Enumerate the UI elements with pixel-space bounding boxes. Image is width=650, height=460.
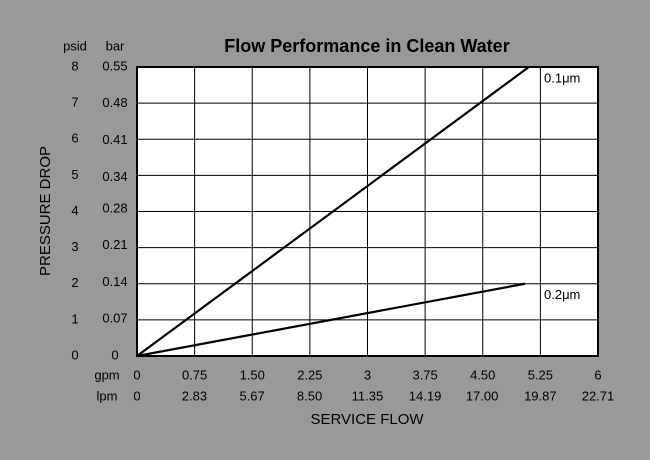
x2-tick-label: 0 [133, 388, 140, 403]
y2-tick-label: 0.34 [102, 169, 127, 184]
y-tick-label: 6 [71, 131, 78, 146]
y2-tick-label: 0.41 [102, 132, 127, 147]
x-tick-label: 4.50 [470, 367, 495, 382]
y2-tick-label: 0.28 [102, 200, 127, 215]
x2-tick-label: 14.19 [409, 388, 442, 403]
y-tick-label: 3 [71, 239, 78, 254]
x2-unit: lpm [97, 388, 118, 403]
chart-title: Flow Performance in Clean Water [224, 36, 509, 56]
y2-tick-label: 0.21 [102, 237, 127, 252]
plot-border [136, 66, 599, 357]
series-line [136, 66, 530, 357]
y2-tick-label: 0.48 [102, 95, 127, 110]
series-line [136, 282, 526, 358]
series-label: 0.2μm [544, 287, 580, 302]
series-label: 0.1μm [544, 70, 580, 85]
y2-unit: bar [106, 38, 125, 53]
y-tick-label: 1 [71, 311, 78, 326]
x-tick-label: 0.75 [182, 367, 207, 382]
x-tick-label: 5.25 [528, 367, 553, 382]
y-tick-label: 4 [71, 203, 78, 218]
x-tick-label: 3 [364, 367, 371, 382]
x-tick-label: 3.75 [412, 367, 437, 382]
y-tick-label: 7 [71, 95, 78, 110]
y2-tick-label: 0.14 [102, 274, 127, 289]
y-tick-label: 2 [71, 275, 78, 290]
y-unit: psid [63, 38, 87, 53]
x-axis-label: SERVICE FLOW [310, 411, 424, 428]
x2-tick-label: 2.83 [182, 388, 207, 403]
x-tick-label: 6 [594, 367, 601, 382]
y2-tick-label: 0.07 [102, 311, 127, 326]
y-axis-label: PRESSURE DROP [37, 146, 54, 276]
x2-tick-label: 19.87 [524, 388, 557, 403]
x-tick-label: 1.50 [240, 367, 265, 382]
y-tick-label: 8 [71, 58, 78, 73]
x2-tick-label: 5.67 [239, 388, 264, 403]
x2-tick-label: 11.35 [352, 388, 384, 403]
x-tick-label: 0 [133, 367, 140, 382]
y2-tick-label: 0.55 [102, 58, 127, 73]
y-tick-label: 5 [71, 167, 78, 182]
x2-tick-label: 22.71 [582, 388, 615, 403]
y-tick-label: 0 [71, 347, 78, 362]
x-unit: gpm [94, 367, 119, 382]
x2-tick-label: 17.00 [466, 388, 499, 403]
y2-tick-label: 0 [111, 347, 118, 362]
x-tick-label: 2.25 [297, 367, 322, 382]
x2-tick-label: 8.50 [297, 388, 322, 403]
